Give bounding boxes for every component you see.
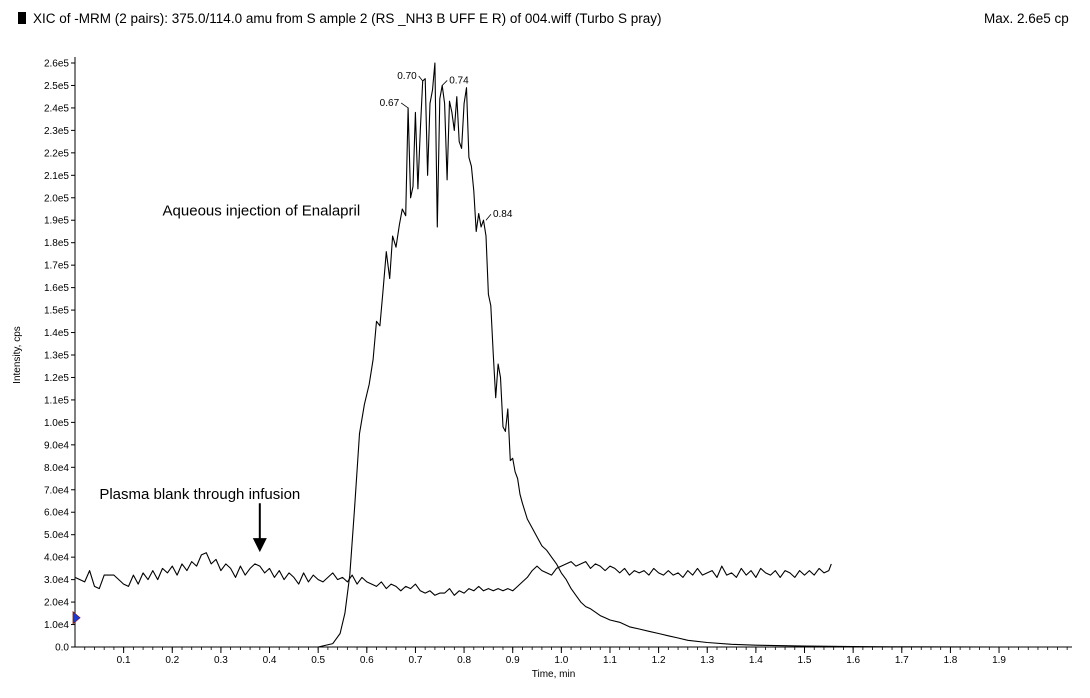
x-tick-label: 0.5 [311, 655, 325, 666]
x-axis-label: Time, min [532, 669, 576, 680]
x-tick-label: 1.9 [992, 655, 1006, 666]
x-tick-label: 0.8 [457, 655, 471, 666]
y-tick-label: 2.0e5 [44, 193, 69, 204]
y-tick-label: 1.8e5 [44, 238, 69, 249]
y-tick-label: 1.1e5 [44, 395, 69, 406]
x-tick-label: 1.3 [700, 655, 714, 666]
y-tick-label: 1.6e5 [44, 283, 69, 294]
chart-title: XIC of -MRM (2 pairs): 375.0/114.0 amu f… [33, 11, 662, 26]
y-tick-label: 1.0e4 [44, 620, 69, 631]
y-tick-label: 1.7e5 [44, 261, 69, 272]
y-tick-label: 0.0 [55, 643, 69, 654]
x-tick-label: 1.4 [749, 655, 763, 666]
x-tick-label: 1.0 [554, 655, 568, 666]
y-tick-label: 2.2e5 [44, 148, 69, 159]
x-tick-label: 1.1 [603, 655, 617, 666]
y-tick-label: 1.4e5 [44, 328, 69, 339]
annotation-text-2: Plasma blank through infusion [99, 486, 300, 503]
x-tick-label: 0.9 [506, 655, 520, 666]
header-square-icon [18, 12, 26, 24]
peak-label: 0.70 [397, 71, 417, 82]
y-tick-label: 1.9e5 [44, 216, 69, 227]
y-tick-label: 3.0e4 [44, 575, 69, 586]
y-tick-label: 2.5e5 [44, 81, 69, 92]
x-tick-label: 0.3 [214, 655, 228, 666]
y-axis-label: Intensity, cps [12, 326, 23, 384]
peak-label: 0.67 [380, 98, 400, 109]
x-tick-label: 0.2 [165, 655, 179, 666]
x-tick-label: 0.6 [360, 655, 374, 666]
y-tick-label: 6.0e4 [44, 508, 69, 519]
y-tick-label: 2.1e5 [44, 171, 69, 182]
annotation-text-1: Aqueous injection of Enalapril [163, 203, 361, 220]
y-tick-label: 5.0e4 [44, 530, 69, 541]
peak-label-leader [441, 80, 448, 86]
x-tick-label: 1.5 [798, 655, 812, 666]
y-tick-label: 1.3e5 [44, 351, 69, 362]
peak-label: 0.74 [449, 75, 469, 86]
y-tick-label: 2.3e5 [44, 126, 69, 137]
y-tick-label: 8.0e4 [44, 463, 69, 474]
max-intensity-label: Max. 2.6e5 cp [984, 11, 1069, 26]
peak-label-leader [400, 102, 409, 109]
y-tick-label: 9.0e4 [44, 440, 69, 451]
x-tick-label: 0.4 [263, 655, 277, 666]
peak-label: 0.84 [493, 209, 513, 220]
y-tick-label: 7.0e4 [44, 485, 69, 496]
x-tick-label: 1.7 [895, 655, 909, 666]
chart-header: XIC of -MRM (2 pairs): 375.0/114.0 amu f… [18, 11, 661, 26]
y-tick-label: 4.0e4 [44, 553, 69, 564]
x-tick-label: 0.7 [408, 655, 422, 666]
y-tick-label: 2.6e5 [44, 59, 69, 70]
x-tick-label: 0.1 [117, 655, 131, 666]
series-line-2 [74, 552, 832, 596]
y-tick-label: 1.5e5 [44, 306, 69, 317]
x-tick-label: 1.2 [652, 655, 666, 666]
peak-label-leader [485, 213, 492, 221]
y-tick-label: 1.2e5 [44, 373, 69, 384]
x-tick-label: 1.6 [846, 655, 860, 666]
x-tick-label: 1.8 [943, 655, 957, 666]
y-tick-label: 2.0e4 [44, 598, 69, 609]
peak-label-leader [418, 75, 424, 82]
annotation-arrow-head [252, 538, 267, 553]
axis-marker-icon [72, 610, 81, 625]
y-tick-label: 2.4e5 [44, 103, 69, 114]
series-line-1 [75, 62, 1048, 648]
y-tick-label: 1.0e5 [44, 418, 69, 429]
